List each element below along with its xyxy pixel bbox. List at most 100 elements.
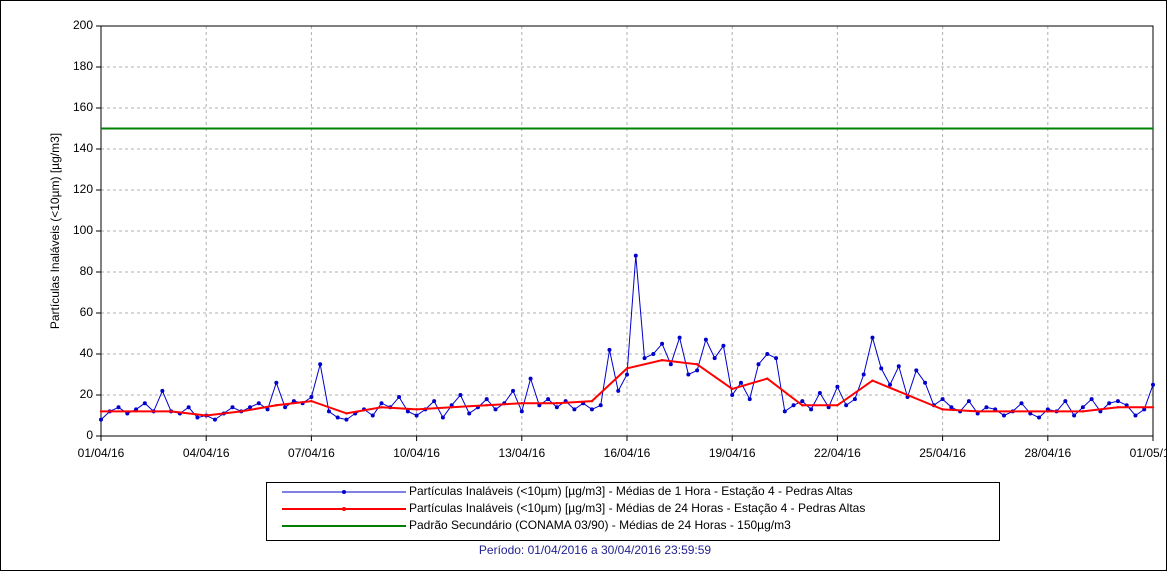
data-point (1080, 405, 1085, 410)
x-tick-label: 22/04/16 (814, 446, 861, 460)
data-point (397, 395, 402, 400)
data-point (949, 405, 954, 410)
data-point (1019, 401, 1024, 406)
data-point (240, 410, 243, 413)
y-tick-label: 20 (80, 387, 94, 401)
data-point (660, 341, 665, 346)
data-point (1124, 403, 1129, 408)
data-point (414, 413, 419, 418)
legend-label: Partículas Inaláveis (<10µm) [µg/m3] - M… (409, 484, 853, 498)
data-point (1046, 410, 1050, 413)
data-point (432, 399, 437, 404)
data-point (485, 404, 488, 407)
data-point (160, 388, 165, 393)
data-point (1151, 406, 1155, 409)
data-point (528, 376, 533, 381)
y-tick-label: 60 (80, 305, 94, 319)
data-point (817, 390, 822, 395)
data-point (914, 368, 919, 373)
data-point (730, 393, 735, 397)
data-point (344, 417, 349, 422)
data-point (520, 402, 523, 405)
data-point (537, 403, 542, 408)
data-point (791, 403, 796, 408)
x-tick-label: 25/04/16 (919, 446, 966, 460)
y-tick-label: 200 (73, 18, 93, 32)
data-point (484, 397, 489, 402)
data-point (633, 253, 638, 258)
data-point (379, 401, 384, 406)
y-tick-label: 80 (80, 264, 94, 278)
data-point (1037, 415, 1042, 420)
data-point (852, 397, 857, 402)
y-tick-label: 120 (73, 182, 93, 196)
data-point (405, 409, 410, 414)
data-point (1081, 410, 1085, 413)
data-point (731, 387, 734, 391)
data-point (1107, 401, 1112, 406)
data-point (836, 404, 839, 407)
data-point (1116, 406, 1120, 409)
data-point (616, 388, 621, 393)
data-point (993, 407, 998, 412)
data-point (940, 397, 945, 402)
data-point (598, 403, 603, 408)
data-point (976, 410, 979, 413)
data-point (800, 399, 805, 404)
data-point (1089, 397, 1094, 402)
x-tick-label: 10/04/16 (393, 446, 440, 460)
data-point (871, 379, 874, 382)
data-point (844, 403, 849, 408)
y-tick-label: 160 (73, 100, 93, 114)
data-point (370, 413, 375, 418)
data-point (782, 409, 787, 414)
data-point (380, 406, 383, 409)
data-point (590, 399, 594, 403)
data-point (668, 362, 673, 367)
plot-area (100, 25, 1154, 437)
data-point (274, 380, 279, 385)
data-point (809, 407, 814, 412)
y-axis-label: Partículas Inaláveis (<10µm) [µg/m3] (48, 133, 62, 329)
legend-label: Padrão Secundário (CONAMA 03/90) - Média… (409, 518, 791, 532)
data-point (695, 368, 700, 373)
data-point (1133, 413, 1138, 418)
x-tick-label: 13/04/16 (498, 446, 545, 460)
data-point (265, 407, 270, 412)
x-tick-label: 19/04/16 (709, 446, 756, 460)
data-point (1072, 413, 1077, 418)
data-point (651, 352, 656, 356)
data-point (230, 405, 235, 410)
data-point (467, 411, 472, 416)
data-point (738, 380, 743, 385)
data-point (335, 415, 340, 420)
data-point (450, 406, 453, 409)
data-point (99, 410, 103, 413)
data-point (1028, 411, 1033, 416)
data-point (309, 395, 314, 400)
data-point (345, 412, 348, 415)
data-point (975, 411, 980, 416)
data-point (186, 405, 191, 410)
data-point (326, 409, 331, 414)
x-tick-label: 28/04/16 (1024, 446, 1071, 460)
x-tick-label: 01/05/16 (1130, 446, 1167, 460)
y-tick-label: 140 (73, 141, 93, 155)
x-tick-label: 07/04/16 (288, 446, 335, 460)
data-point (835, 384, 840, 389)
data-point (256, 401, 261, 406)
y-tick-label: 180 (73, 59, 93, 73)
data-point (625, 367, 629, 370)
data-point (99, 417, 103, 422)
data-point (546, 397, 551, 402)
data-point (195, 415, 200, 420)
data-point (1011, 410, 1014, 413)
data-point (1115, 399, 1120, 404)
data-point (765, 352, 770, 356)
y-tick-label: 40 (80, 346, 94, 360)
data-point (142, 401, 147, 406)
period-footer: Período: 01/04/2016 a 30/04/2016 23:59:5… (479, 543, 712, 557)
data-point (801, 404, 804, 407)
